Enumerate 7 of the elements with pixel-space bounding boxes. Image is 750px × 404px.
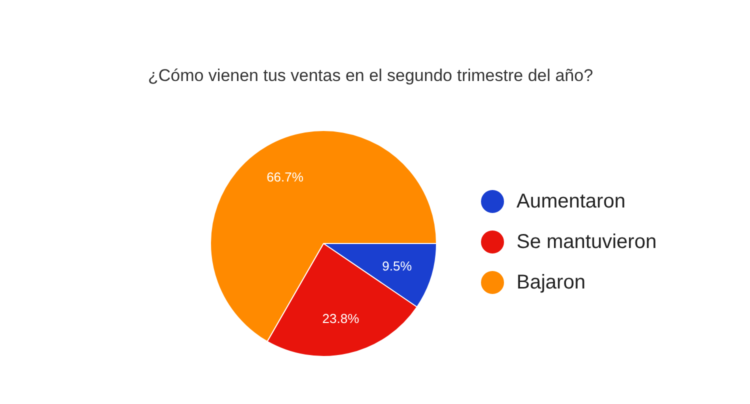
- legend-label: Se mantuvieron: [516, 231, 657, 253]
- chart-title: ¿Cómo vienen tus ventas en el segundo trimestre del año?: [148, 66, 594, 85]
- legend-label: Aumentaron: [516, 190, 626, 212]
- data-label: 9.5%: [382, 258, 412, 274]
- legend-label: Bajaron: [516, 272, 586, 294]
- data-label: 23.8%: [322, 310, 360, 326]
- data-label: 66.7%: [266, 169, 304, 184]
